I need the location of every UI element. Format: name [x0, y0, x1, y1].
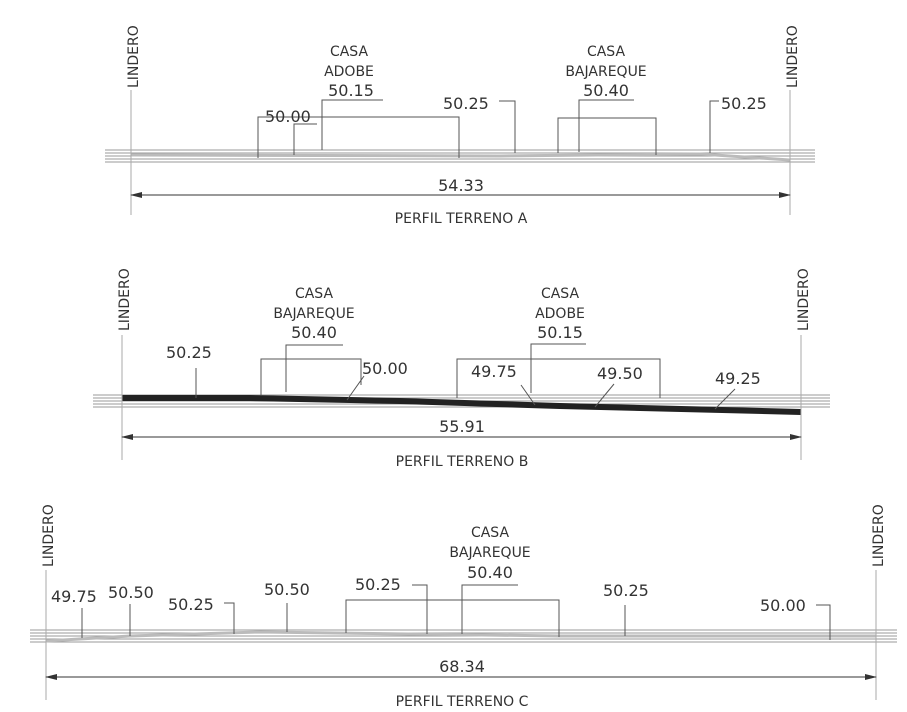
- elevation-a-2: 50.25: [443, 94, 489, 113]
- house-bajareque-b-line1: CASA: [295, 286, 333, 302]
- elevation-leader-c-7: [816, 604, 831, 640]
- elevation-b-3: 49.75: [471, 362, 517, 381]
- elevation-c-5: 50.25: [355, 575, 401, 594]
- house-bajareque-c-line2: BAJAREQUE: [449, 545, 530, 561]
- boundary-label-left-b: LINDERO: [117, 268, 133, 331]
- boundary-label-left-a: LINDERO: [126, 25, 142, 88]
- boundary-label-right-c: LINDERO: [871, 504, 887, 567]
- elevation-b-4: 49.50: [597, 364, 643, 383]
- boundary-label-right-b: LINDERO: [796, 268, 812, 331]
- elevation-leader-b-2: [346, 375, 365, 401]
- elevation-leader-c-3: [224, 602, 235, 634]
- house-adobe-b-line1: CASA: [541, 286, 579, 302]
- elevation-leader-a-3: [709, 100, 719, 153]
- elevation-leader-b-4: [594, 383, 615, 408]
- house-bajareque-c: [345, 584, 560, 637]
- house-bajareque-c-line1: CASA: [471, 525, 509, 541]
- profile-title-c: PERFIL TERRENO C: [396, 694, 529, 710]
- house-adobe-a-line2: ADOBE: [324, 64, 374, 80]
- house-bajareque-c-elevation: 50.40: [467, 563, 513, 582]
- profile-a: LINDERO LINDERO CASA ADOBE 50.15 50.00 5…: [105, 25, 815, 227]
- elevation-b-1: 50.25: [166, 343, 212, 362]
- elevation-leader-c-5: [412, 584, 428, 634]
- house-adobe-b-elevation: 50.15: [537, 323, 583, 342]
- elevation-leader-b-5: [714, 388, 736, 410]
- house-adobe-b-line2: ADOBE: [535, 306, 585, 322]
- terrain-surface-b: [122, 395, 802, 415]
- terrain-surface-a: [130, 152, 791, 162]
- elevation-leader-b-3: [520, 384, 536, 406]
- elevation-c-1: 49.75: [51, 587, 97, 606]
- house-bajareque-b-elevation: 50.40: [291, 323, 337, 342]
- house-bajareque-a-line1: CASA: [587, 44, 625, 60]
- elevation-c-7: 50.00: [760, 596, 806, 615]
- house-bajareque-a-line2: BAJAREQUE: [565, 64, 646, 80]
- house-adobe-a-elevation: 50.15: [328, 81, 374, 100]
- terrain-surface-c: [45, 630, 876, 643]
- elevation-a-3: 50.25: [721, 94, 767, 113]
- elevation-c-6: 50.25: [603, 581, 649, 600]
- house-bajareque-b: [260, 344, 362, 395]
- profile-c: LINDERO LINDERO 49.75 50.50 50.25 50.50 …: [30, 504, 897, 710]
- profile-b: LINDERO LINDERO 50.25 CASA BAJAREQUE 50.…: [93, 268, 830, 470]
- house-bajareque-b-line2: BAJAREQUE: [273, 306, 354, 322]
- boundary-label-left-c: LINDERO: [41, 504, 57, 567]
- profile-title-b: PERFIL TERRENO B: [396, 454, 529, 470]
- dimension-a: 54.33: [438, 176, 484, 195]
- elevation-leader-a-1: [293, 123, 317, 155]
- boundary-label-right-a: LINDERO: [785, 25, 801, 88]
- house-bajareque-a: [557, 99, 657, 155]
- elevation-c-2: 50.50: [108, 583, 154, 602]
- elevation-b-2: 50.00: [362, 359, 408, 378]
- dimension-c: 68.34: [439, 657, 485, 676]
- house-adobe-a-line1: CASA: [330, 44, 368, 60]
- elevation-a-1: 50.00: [265, 107, 311, 126]
- elevation-c-3: 50.25: [168, 595, 214, 614]
- elevation-c-4: 50.50: [264, 580, 310, 599]
- house-adobe-b: [456, 343, 661, 398]
- elevation-leader-a-2: [499, 100, 516, 153]
- profile-title-a: PERFIL TERRENO A: [395, 211, 528, 227]
- house-adobe-a: [257, 99, 460, 158]
- house-bajareque-a-elevation: 50.40: [583, 81, 629, 100]
- elevation-b-5: 49.25: [715, 369, 761, 388]
- dimension-b: 55.91: [439, 417, 485, 436]
